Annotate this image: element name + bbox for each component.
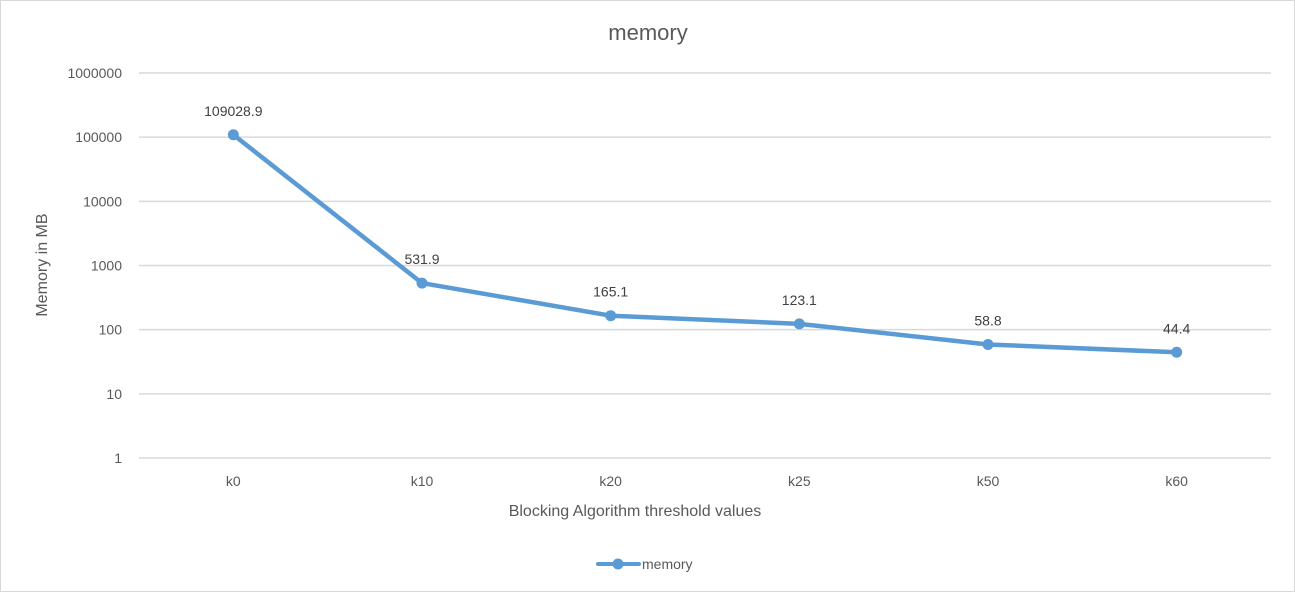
x-tick-label: k60 [1165, 473, 1188, 489]
y-tick-label: 10 [106, 386, 122, 402]
y-axis-title: Memory in MB [34, 213, 51, 316]
y-axis-ticks: 1 10 100 1000 10000 100000 1000000 [67, 65, 122, 466]
chart-title: memory [608, 20, 687, 45]
data-point [982, 338, 994, 350]
x-tick-label: k0 [226, 473, 241, 489]
data-label: 123.1 [782, 292, 817, 308]
y-tick-label: 1000000 [67, 65, 122, 81]
data-point [227, 129, 239, 141]
x-tick-label: k25 [788, 473, 811, 489]
y-tick-label: 100000 [75, 129, 122, 145]
data-label: 165.1 [593, 284, 628, 300]
legend-label: memory [642, 556, 693, 572]
series-memory: 109028.9 531.9 165.1 123.1 58.8 44.4 [204, 103, 1191, 358]
x-axis-title: Blocking Algorithm threshold values [509, 503, 762, 520]
legend: memory [596, 556, 693, 572]
y-tick-label: 1 [114, 450, 122, 466]
series-line [231, 132, 1179, 355]
gridlines [139, 72, 1271, 459]
data-label: 531.9 [404, 251, 439, 267]
y-tick-label: 100 [99, 322, 123, 338]
data-label: 109028.9 [204, 103, 263, 119]
data-point [1171, 346, 1183, 358]
x-tick-label: k10 [411, 473, 434, 489]
x-axis-ticks: k0 k10 k20 k25 k50 k60 [226, 473, 1188, 489]
y-tick-label: 1000 [91, 258, 122, 274]
data-label: 58.8 [974, 312, 1001, 328]
data-point [416, 277, 428, 289]
y-tick-label: 10000 [83, 193, 122, 209]
legend-marker [612, 558, 624, 570]
data-label: 44.4 [1163, 320, 1190, 336]
x-tick-label: k50 [977, 473, 1000, 489]
data-point [605, 310, 617, 322]
data-point [793, 318, 805, 330]
x-tick-label: k20 [599, 473, 622, 489]
